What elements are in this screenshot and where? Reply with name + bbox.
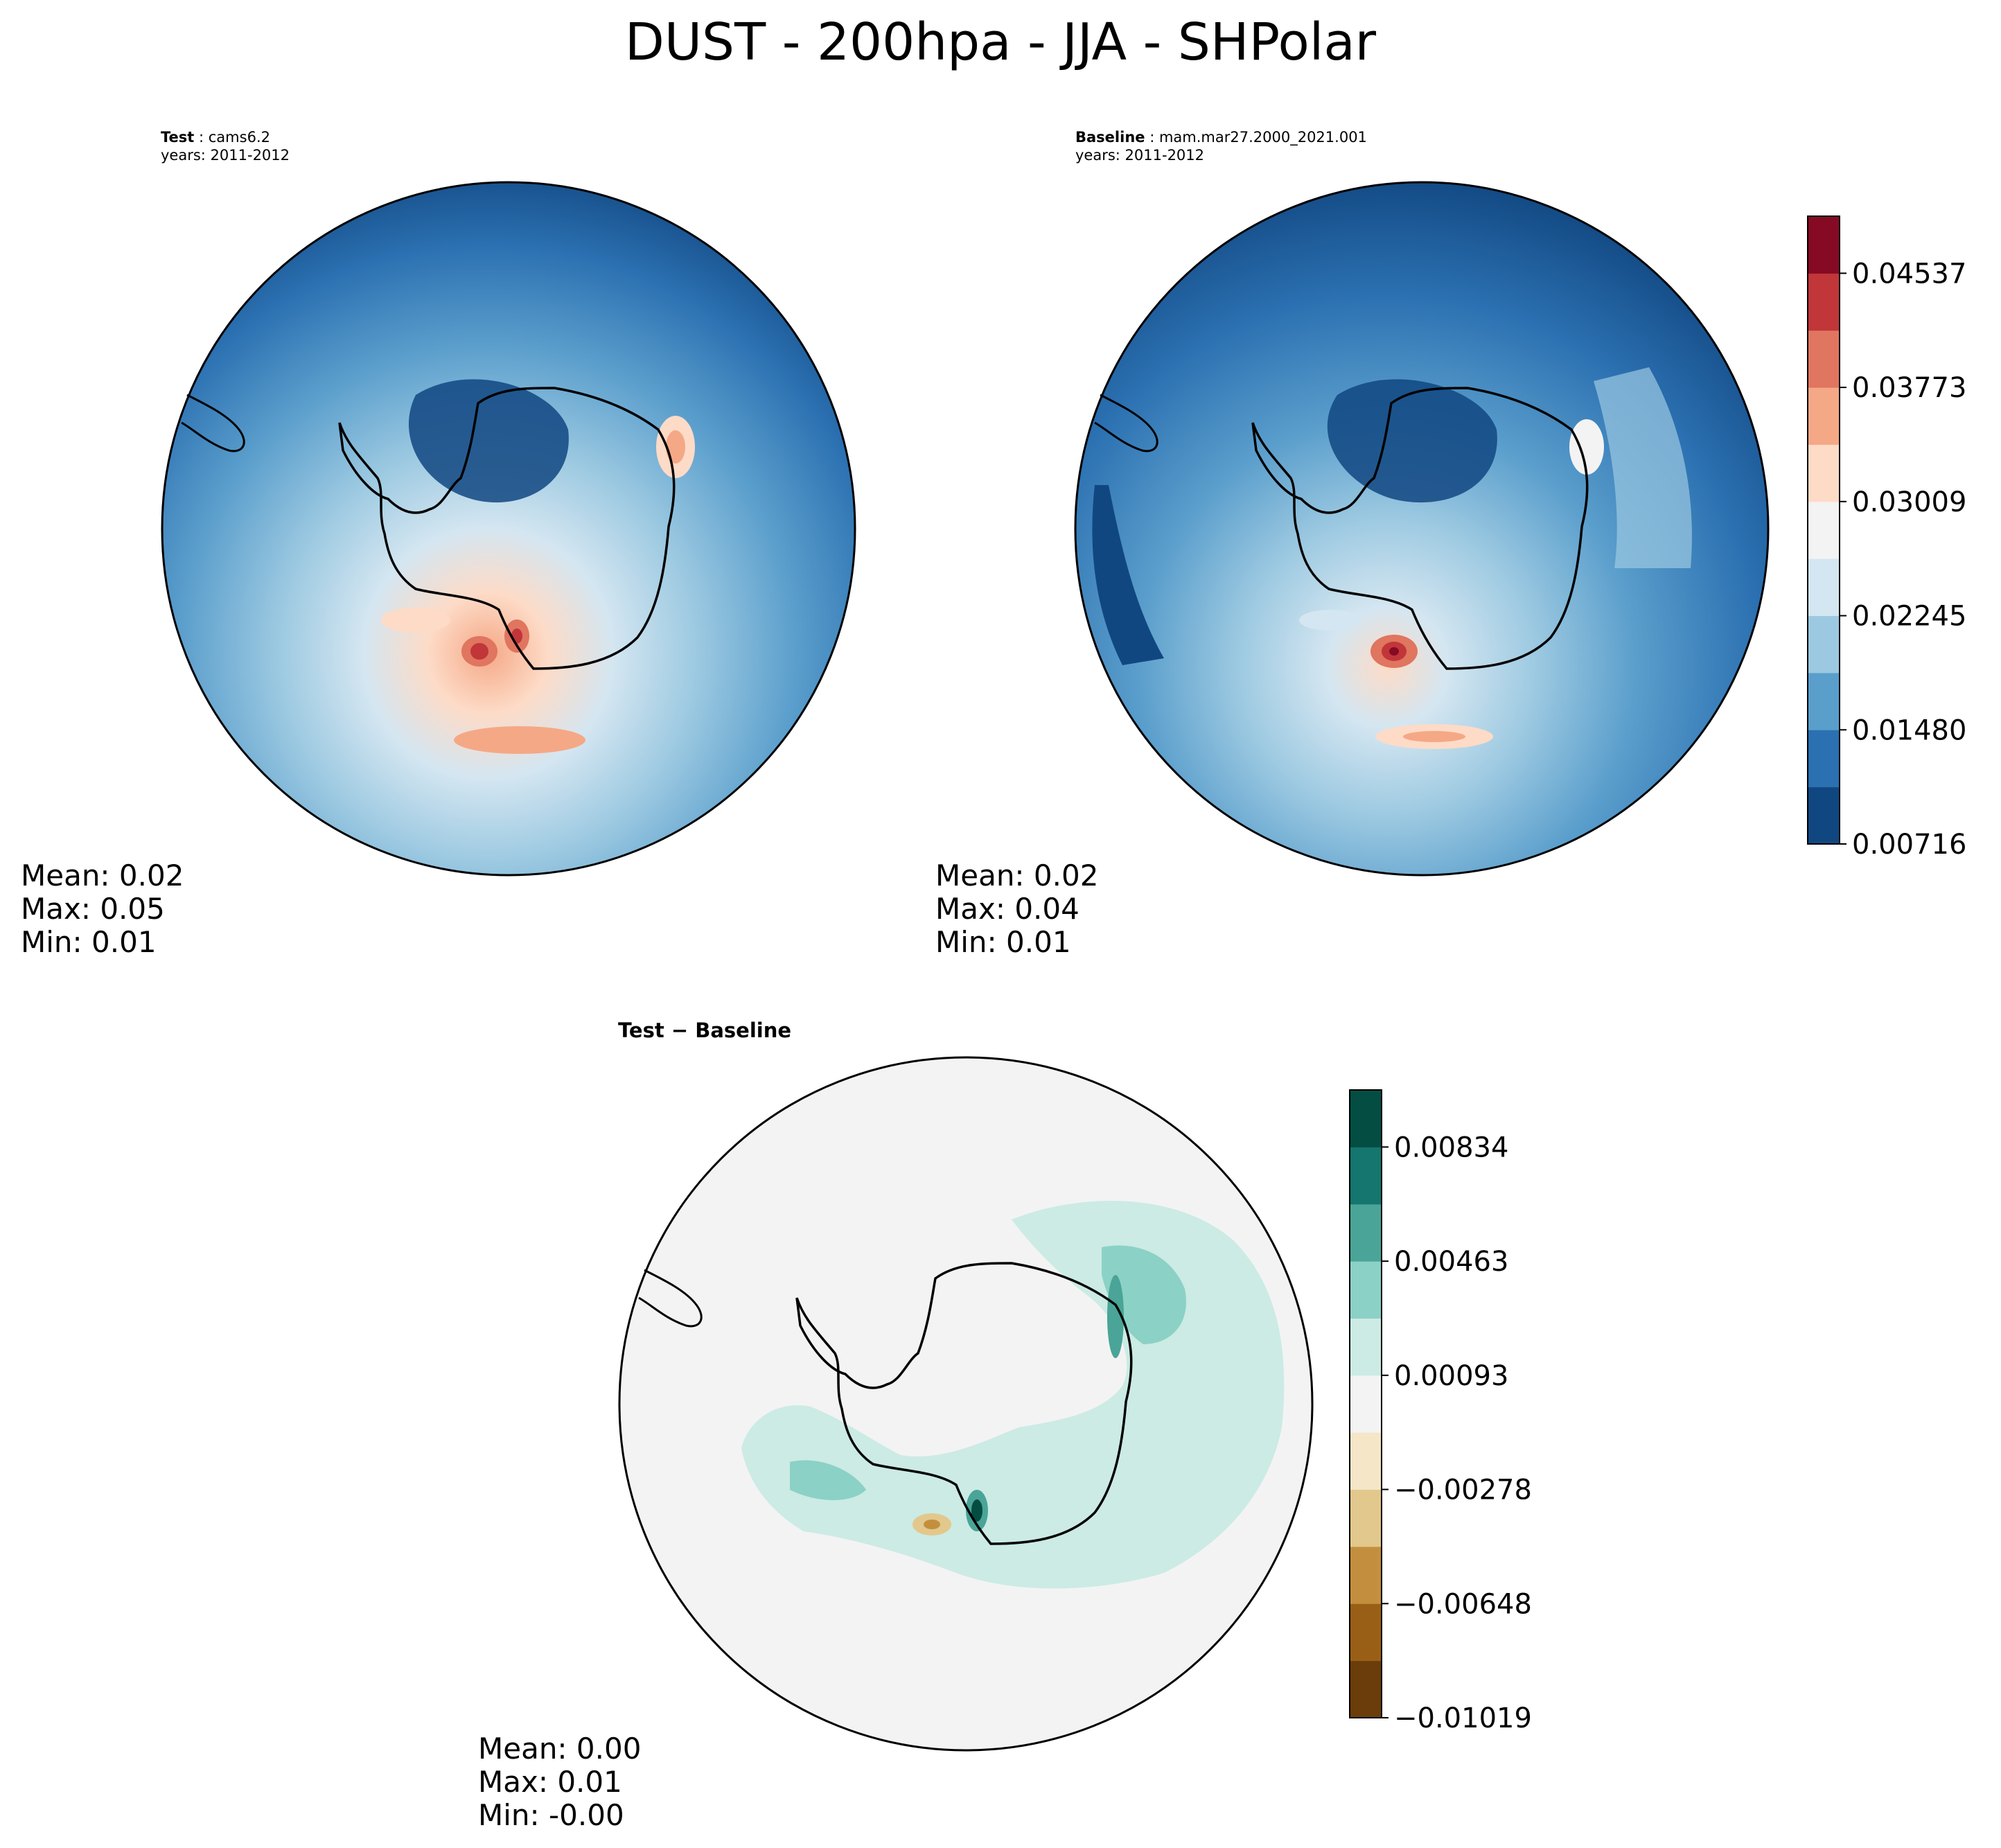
diff-max: Max: 0.01 xyxy=(478,1765,622,1799)
diff-colorbar: −0.01019 −0.00648 −0.00278 0.00093 0.00463 0.… xyxy=(1349,1089,1532,1734)
diff-antarctica-coastline xyxy=(795,1262,1133,1545)
main-colorbar-segment xyxy=(1808,387,1840,445)
main-colorbar-segment xyxy=(1808,615,1840,674)
main-colorbar-tick-label: 0.02245 xyxy=(1852,601,1966,633)
baseline-low-region xyxy=(1327,379,1497,503)
diff-colorbar-segment xyxy=(1350,1375,1382,1433)
diff-colorbar-tick-label: 0.00093 xyxy=(1394,1360,1508,1392)
test-min: Min: 0.01 xyxy=(21,925,157,959)
baseline-years: years: 2011-2012 xyxy=(1075,147,1205,164)
test-mean: Mean: 0.02 xyxy=(21,859,184,892)
main-colorbar-frame xyxy=(1807,215,1840,845)
diff-mean: Mean: 0.00 xyxy=(478,1732,642,1766)
diff-colorbar-segment xyxy=(1350,1489,1382,1547)
test-south-america-coast xyxy=(181,394,245,452)
baseline-south-america-coast xyxy=(1094,394,1158,452)
diff-colorbar-tick-label: 0.00834 xyxy=(1394,1132,1508,1163)
diff-colorbar-segment xyxy=(1350,1318,1382,1376)
main-colorbar-segment xyxy=(1808,501,1840,559)
main-colorbar-segment xyxy=(1808,730,1840,788)
baseline-outer-ring-east xyxy=(1594,367,1692,568)
baseline-stats: Mean: 0.02 Max: 0.04 Min: 0.01 xyxy=(935,859,1098,959)
main-colorbar-segment xyxy=(1808,786,1840,845)
baseline-map-boundary xyxy=(1074,181,1770,877)
diff-colorbar-frame xyxy=(1349,1089,1382,1718)
test-case-name: cams6.2 xyxy=(208,129,270,146)
main-colorbar: 0.00716 0.01480 0.02245 0.03009 0.03773 0.045… xyxy=(1807,215,1966,861)
test-years: years: 2011-2012 xyxy=(161,147,290,164)
diff-colorbar-segment xyxy=(1350,1147,1382,1205)
diff-colorbar-segment xyxy=(1350,1546,1382,1604)
main-colorbar-tick-label: 0.01480 xyxy=(1852,714,1966,746)
diff-colorbar-tick-label: −0.01019 xyxy=(1394,1702,1532,1734)
main-colorbar-tick-label: 0.00716 xyxy=(1852,829,1966,861)
diff-stats: Mean: 0.00 Max: 0.01 Min: -0.00 xyxy=(478,1732,641,1832)
diff-panel-title: Test − Baseline xyxy=(618,1019,792,1042)
baseline-map-field xyxy=(1075,182,1768,875)
test-high-band-south xyxy=(454,726,585,754)
diff-colorbar-segment xyxy=(1350,1090,1382,1147)
diff-south-america-coast xyxy=(638,1269,703,1328)
baseline-label: Baseline xyxy=(1075,129,1145,146)
test-label: Test xyxy=(161,129,195,146)
diff-map xyxy=(618,1056,1314,1752)
baseline-map xyxy=(1074,181,1770,877)
test-map-boundary xyxy=(161,181,856,877)
diff-map-boundary xyxy=(618,1056,1314,1752)
diff-colorbar-segment xyxy=(1350,1432,1382,1490)
main-colorbar-segment xyxy=(1808,273,1840,331)
baseline-high-ridge-east xyxy=(1569,419,1604,475)
diff-min: Min: -0.00 xyxy=(478,1798,624,1832)
test-map-field xyxy=(162,182,855,875)
test-panel-header: Test : cams6.2 years: 2011-2012 xyxy=(161,129,290,164)
test-stats: Mean: 0.02 Max: 0.05 Min: 0.01 xyxy=(21,859,184,959)
test-antarctica-coastline xyxy=(338,387,676,670)
diff-colorbar-tick-label: −0.00648 xyxy=(1394,1588,1532,1620)
diff-colorbar-tick-label: 0.00463 xyxy=(1394,1246,1508,1278)
diff-colorbar-tick-label: −0.00278 xyxy=(1394,1475,1532,1506)
main-colorbar-tick-label: 0.03773 xyxy=(1852,372,1966,404)
figure-title: DUST - 200hpa - JJA - SHPolar xyxy=(624,12,1377,72)
main-colorbar-segment xyxy=(1808,330,1840,388)
baseline-mean: Mean: 0.02 xyxy=(935,859,1099,892)
test-map xyxy=(161,181,856,877)
main-colorbar-segment xyxy=(1808,672,1840,730)
baseline-panel-header: Baseline : mam.mar27.2000_2021.001 years… xyxy=(1075,129,1367,164)
main-colorbar-segment xyxy=(1808,444,1840,502)
main-colorbar-segment xyxy=(1808,558,1840,617)
diff-colorbar-segment xyxy=(1350,1204,1382,1262)
diff-colorbar-segment xyxy=(1350,1660,1382,1718)
baseline-max: Max: 0.04 xyxy=(935,892,1079,926)
diff-positive-core-west xyxy=(790,1460,866,1500)
test-low-region xyxy=(408,379,569,503)
main-colorbar-segment xyxy=(1808,216,1840,274)
baseline-antarctica-coastline xyxy=(1251,387,1589,670)
main-colorbar-tick-label: 0.04537 xyxy=(1852,258,1966,290)
test-max: Max: 0.05 xyxy=(21,892,165,926)
baseline-high-ridge-west xyxy=(1299,610,1361,631)
baseline-case-name: mam.mar27.2000_2021.001 xyxy=(1158,129,1367,146)
baseline-min: Min: 0.01 xyxy=(935,925,1071,959)
main-colorbar-tick-label: 0.03009 xyxy=(1852,486,1966,518)
diff-colorbar-segment xyxy=(1350,1261,1382,1319)
diff-colorbar-segment xyxy=(1350,1603,1382,1662)
test-high-ridge-west xyxy=(381,608,450,633)
